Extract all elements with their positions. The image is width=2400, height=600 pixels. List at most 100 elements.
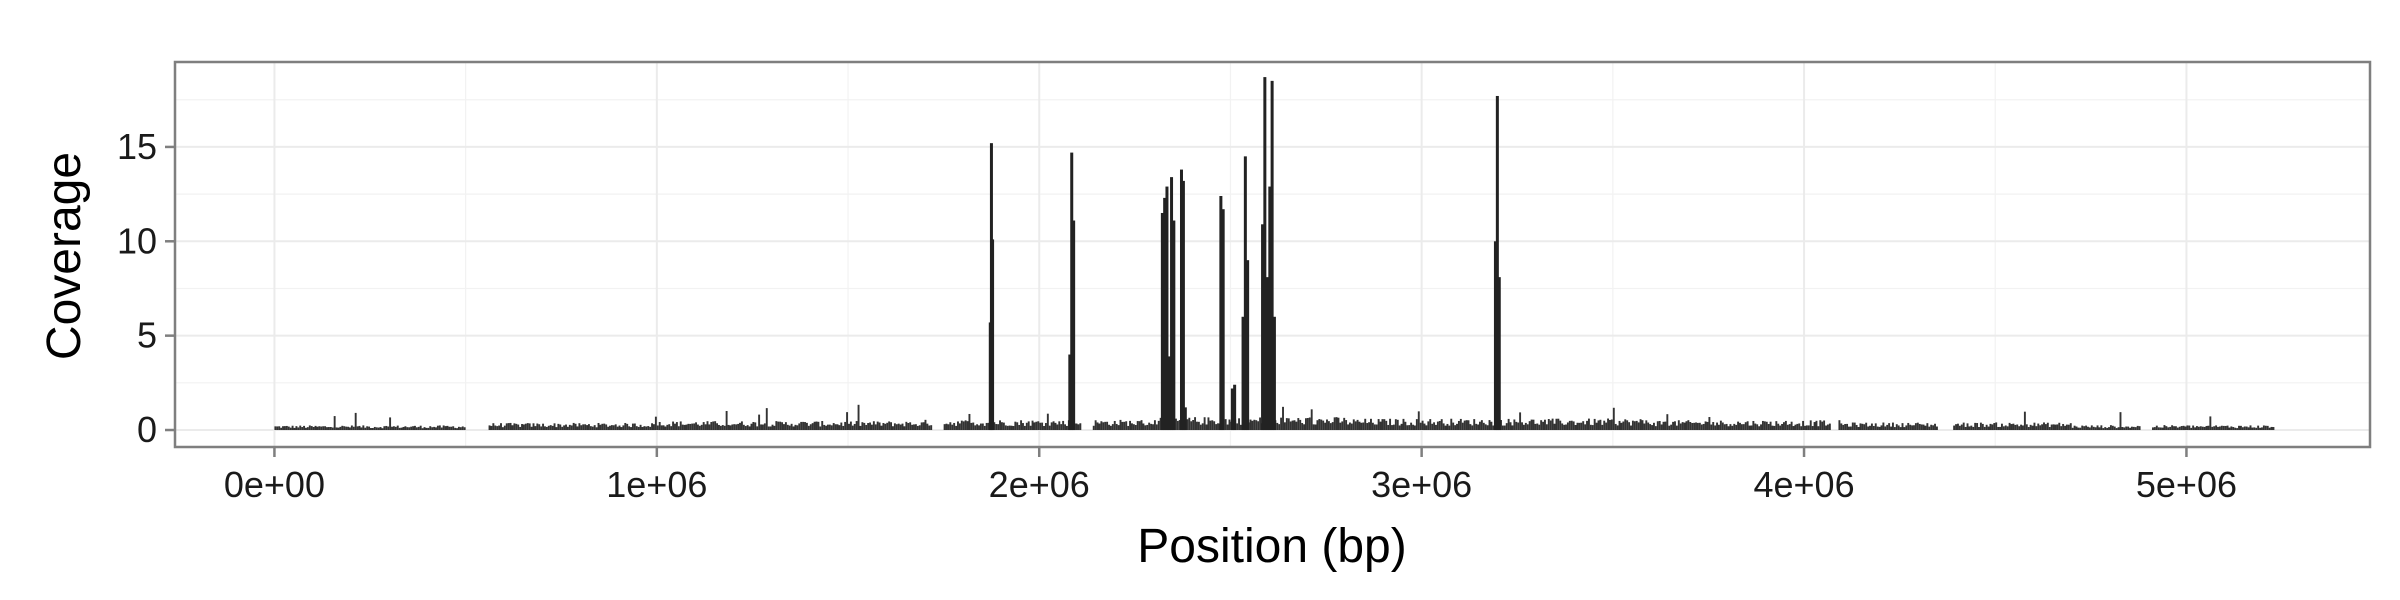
coverage-bin-19 [310, 426, 313, 431]
coverage-bin-367 [1010, 425, 1013, 431]
coverage-bin-343 [964, 420, 967, 431]
coverage-bin-237 [750, 423, 753, 431]
coverage-bin-349 [976, 424, 979, 431]
coverage-bin-226 [729, 425, 732, 431]
coverage-bin-70 [408, 427, 411, 431]
coverage-bin-461 [1201, 423, 1204, 431]
coverage-bin-385 [1044, 423, 1047, 431]
coverage-bin-316 [901, 423, 904, 431]
coverage-bin-144 [572, 422, 575, 431]
coverage-bin-48 [366, 426, 369, 431]
coverage-bin-665 [1591, 425, 1594, 431]
coverage-bin-401 [1075, 423, 1078, 431]
coverage-bin-995 [2257, 425, 2260, 431]
coverage-bin-938 [2136, 425, 2139, 431]
coverage-bin-984 [2236, 428, 2239, 431]
coverage-bin-794 [1846, 423, 1849, 431]
coverage-bin-771 [1794, 424, 1797, 431]
coverage-bin-91 [448, 426, 451, 431]
coverage-bin-150 [584, 424, 587, 431]
coverage-bin-606 [1478, 421, 1481, 431]
coverage-bin-302 [874, 424, 877, 431]
coverage-bin-301 [872, 421, 875, 431]
coverage-bin-331 [930, 425, 933, 431]
coverage-bin-417 [1117, 425, 1120, 431]
coverage-bin-93 [452, 426, 455, 431]
coverage-bin-292 [855, 421, 858, 431]
coverage-bin-203 [685, 424, 688, 431]
coverage-bin-532 [1337, 417, 1340, 431]
coverage-bin-572 [1413, 425, 1416, 431]
coverage-bin-14 [301, 427, 304, 431]
coverage-bin-276 [825, 425, 827, 431]
coverage-bin-366 [1008, 425, 1011, 431]
coverage-bin-833 [1920, 424, 1923, 431]
coverage-bin-436 [1153, 420, 1156, 431]
coverage-bin-111 [509, 422, 512, 431]
coverage-bin-928 [2117, 427, 2120, 431]
coverage-bin-404 [1092, 425, 1095, 431]
coverage-bin-974 [2217, 426, 2219, 431]
coverage-bin-396 [1066, 425, 1068, 431]
coverage-bin-548 [1368, 422, 1371, 431]
coverage-bin-330 [928, 425, 931, 431]
coverage-bin-353 [983, 425, 986, 431]
coverage-bin-731 [1718, 424, 1720, 431]
coverage-bin-600 [1467, 420, 1470, 431]
coverage-bin-212 [702, 422, 705, 431]
coverage-bin-915 [2092, 426, 2095, 431]
coverage-bin-141 [566, 426, 569, 431]
coverage-bin-959 [2188, 425, 2191, 431]
coverage-bin-752 [1758, 426, 1761, 431]
coverage-bin-571 [1412, 424, 1414, 431]
coverage-bin-373 [1022, 423, 1024, 431]
coverage-bin-368 [1012, 425, 1015, 431]
coverage-bin-952 [2174, 426, 2177, 431]
coverage-bin-507 [1289, 421, 1292, 431]
coverage-bin-10 [293, 427, 296, 431]
coverage-peak-11 [1172, 220, 1176, 431]
coverage-bin-877 [2020, 424, 2023, 431]
coverage-bin-699 [1656, 421, 1659, 431]
coverage-bin-956 [2182, 425, 2185, 431]
coverage-bin-433 [1148, 422, 1151, 431]
coverage-bin-4 [282, 426, 284, 431]
coverage-bin-591 [1450, 418, 1453, 431]
coverage-bin-86 [438, 425, 441, 431]
coverage-bin-418 [1119, 419, 1122, 431]
coverage-bin-243 [761, 424, 764, 431]
coverage-bin-465 [1209, 420, 1212, 431]
coverage-bin-519 [1312, 424, 1315, 431]
coverage-bin-729 [1714, 425, 1717, 431]
coverage-bin-783 [1817, 426, 1820, 431]
x-tick-label-3: 3e+06 [1371, 464, 1472, 505]
coverage-bin-430 [1142, 423, 1145, 431]
coverage-bin-979 [2226, 425, 2229, 431]
coverage-bin-66 [400, 427, 403, 431]
coverage-bin-171 [624, 422, 627, 431]
coverage-bin-240 [756, 426, 759, 431]
coverage-bin-250 [775, 421, 778, 431]
coverage-bin-618 [1501, 425, 1504, 431]
coverage-bin-216 [710, 421, 713, 431]
coverage-bin-625 [1515, 421, 1518, 431]
coverage-bin-78 [423, 427, 426, 431]
coverage-bin-178 [637, 426, 640, 431]
coverage-bin-919 [2100, 425, 2103, 431]
coverage-bin-608 [1482, 422, 1485, 431]
coverage-bin-857 [1981, 423, 1984, 431]
coverage-bin-631 [1526, 424, 1529, 431]
coverage-bin-592 [1452, 422, 1455, 431]
coverage-bin-358 [993, 422, 996, 431]
coverage-bin-660 [1582, 421, 1585, 431]
coverage-bin-799 [1855, 424, 1858, 431]
coverage-bin-80 [427, 427, 430, 431]
coverage-bin-45 [360, 427, 363, 431]
coverage-bin-994 [2255, 427, 2258, 431]
coverage-bin-247 [769, 426, 772, 431]
coverage-bin-585 [1438, 420, 1441, 431]
coverage-bin-104 [496, 426, 499, 431]
coverage-peak-7 [1163, 197, 1167, 431]
coverage-bin-666 [1593, 418, 1596, 431]
coverage-bin-770 [1792, 426, 1795, 431]
